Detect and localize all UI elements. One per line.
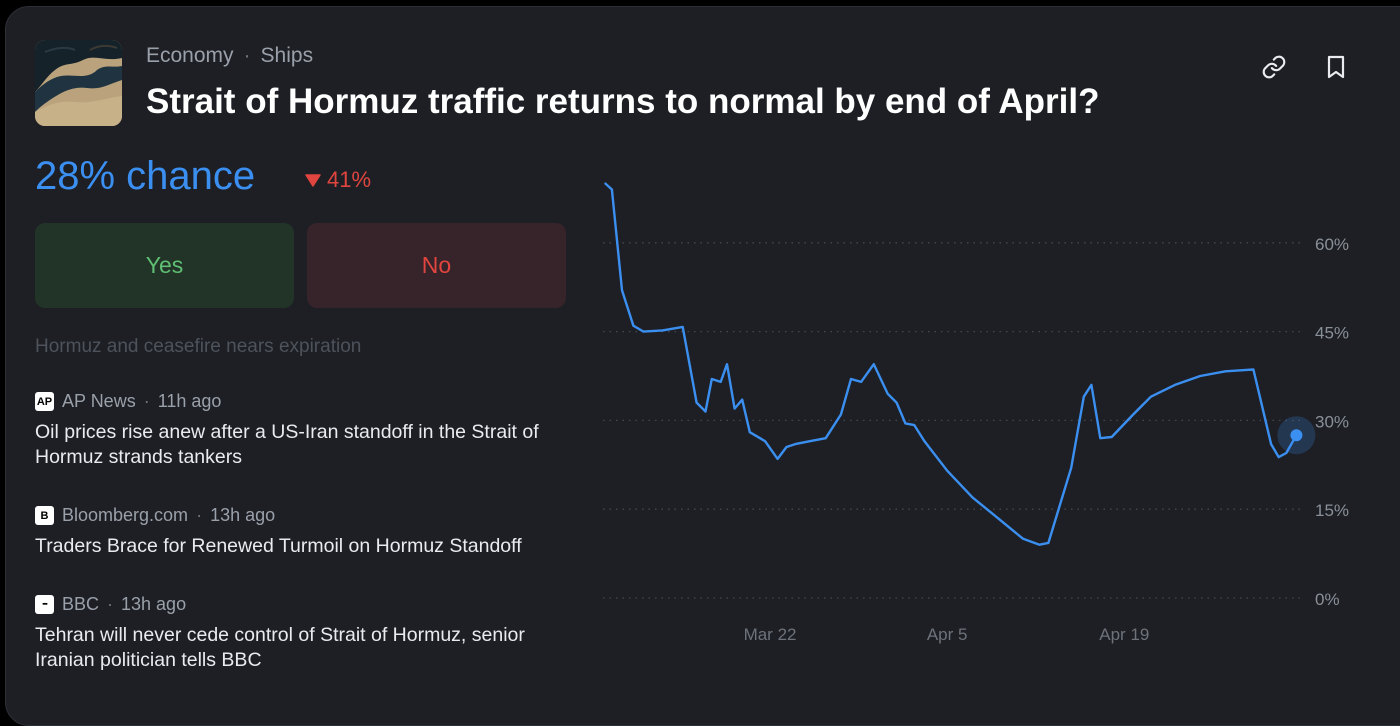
breadcrumb-separator: · xyxy=(243,44,251,67)
bbc-logo: ▪▪▪ xyxy=(35,595,54,614)
news-headline[interactable]: Oil prices rise anew after a US-Iran sta… xyxy=(35,421,539,468)
news-time: 13h ago xyxy=(210,505,276,525)
separator: · xyxy=(196,505,203,525)
triangle-down-icon xyxy=(305,174,321,187)
news-source: BBC xyxy=(62,594,100,614)
probability-value: 28% chance xyxy=(35,154,256,198)
market-title: Strait of Hormuz traffic returns to norm… xyxy=(146,82,1100,121)
change-value: 41% xyxy=(327,167,372,192)
probability-change: 41% xyxy=(305,167,371,193)
category-link[interactable]: Economy xyxy=(146,44,234,67)
news-headline[interactable]: Tehran will never cede control of Strait… xyxy=(35,624,525,671)
link-icon xyxy=(1262,55,1286,79)
news-item[interactable]: B Bloomberg.com · 13h ago Traders Brace … xyxy=(35,505,575,559)
bookmark-icon xyxy=(1327,55,1345,79)
market-thumbnail xyxy=(35,40,122,126)
news-time: 11h ago xyxy=(157,391,222,411)
news-time: 13h ago xyxy=(121,594,187,614)
breadcrumb: Economy · Ships xyxy=(146,44,313,68)
news-source: Bloomberg.com xyxy=(62,505,189,525)
news-headline[interactable]: Traders Brace for Renewed Turmoil on Hor… xyxy=(35,535,522,557)
copy-link-button[interactable] xyxy=(1259,52,1289,82)
news-item[interactable]: AP AP News · 11h ago Oil prices rise ane… xyxy=(35,391,575,470)
separator: · xyxy=(107,594,114,614)
bookmark-button[interactable] xyxy=(1321,52,1351,82)
buy-no-button[interactable]: No xyxy=(307,223,566,308)
news-summary: Hormuz and ceasefire nears expiration xyxy=(35,336,362,357)
news-source: AP News xyxy=(62,391,136,411)
news-item[interactable]: ▪▪▪ BBC · 13h ago Tehran will never cede… xyxy=(35,594,575,673)
separator: · xyxy=(143,391,150,411)
subcategory-link[interactable]: Ships xyxy=(260,44,314,67)
buy-yes-button[interactable]: Yes xyxy=(35,223,294,308)
bloomberg-logo: B xyxy=(35,506,54,525)
ap-news-logo: AP xyxy=(35,392,54,411)
